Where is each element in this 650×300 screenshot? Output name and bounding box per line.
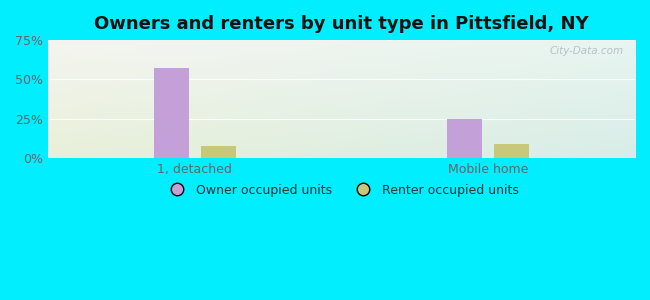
Text: City-Data.com: City-Data.com [549,46,623,56]
Bar [494,144,529,158]
Legend: Owner occupied units, Renter occupied units: Owner occupied units, Renter occupied un… [159,178,523,202]
Title: Owners and renters by unit type in Pittsfield, NY: Owners and renters by unit type in Pitts… [94,15,589,33]
Bar [447,119,482,158]
Bar [200,146,236,158]
Bar [153,68,188,158]
